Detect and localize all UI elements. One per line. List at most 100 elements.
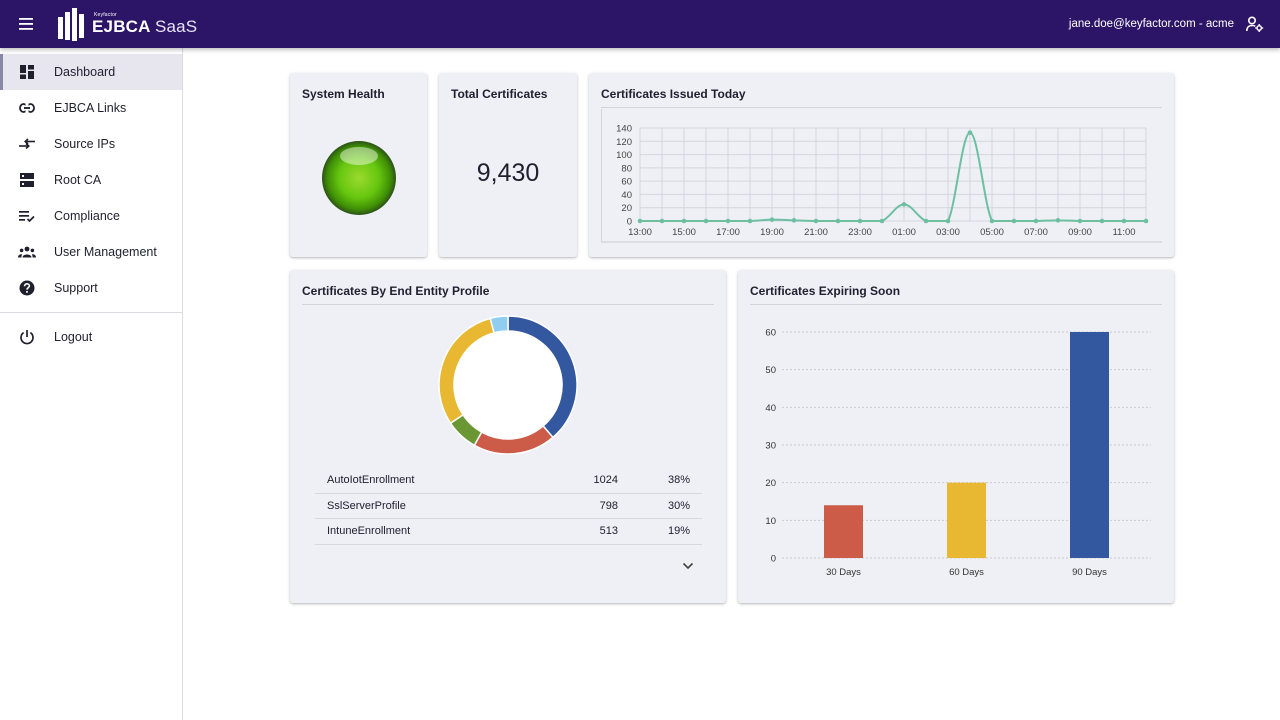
brand-main-text: EJBCA (92, 17, 150, 36)
profile-count: 798 (599, 499, 618, 512)
profile-percent: 19% (667, 525, 690, 538)
card-title: Total Certificates (451, 87, 548, 101)
x-tick-label: 21:00 (804, 227, 828, 238)
total-certificates-value: 9,430 (476, 159, 540, 187)
sidebar-item-label: Source IPs (54, 137, 116, 151)
y-tick-label: 40 (621, 190, 632, 201)
x-tick-label: 23:00 (848, 227, 872, 238)
app-logo[interactable]: Keyfactor EJBCA SaaS (58, 7, 197, 41)
card-divider (302, 304, 714, 305)
link-icon (0, 103, 54, 113)
profile-donut-chart (438, 315, 578, 455)
x-tick-label: 13:00 (628, 227, 652, 238)
data-point (769, 217, 775, 222)
power-icon (0, 329, 54, 345)
data-point (1055, 218, 1061, 223)
sidebar: Dashboard EJBCA Links Source IPs Root CA… (0, 48, 183, 720)
data-point (1033, 218, 1039, 224)
data-point (747, 218, 753, 224)
system-health-card: System Health (290, 73, 427, 257)
brand-name: EJBCA SaaS (92, 18, 197, 35)
expand-legend-button[interactable] (680, 558, 696, 574)
y-tick-label: 60 (621, 177, 632, 188)
y-tick-label: 80 (621, 163, 632, 174)
data-point (1143, 218, 1149, 224)
user-account-label[interactable]: jane.doe@keyfactor.com - acme (1068, 18, 1234, 30)
profile-count: 1024 (593, 474, 618, 487)
y-tick-label: 60 (765, 328, 776, 339)
card-title: Certificates Issued Today (601, 87, 746, 101)
dashboard-icon (0, 65, 54, 79)
sidebar-item-label: Dashboard (54, 65, 116, 79)
data-point (879, 218, 885, 224)
sidebar-item-logout[interactable]: Logout (0, 319, 182, 355)
data-point (857, 218, 863, 224)
brand-small-text: Keyfactor (94, 12, 117, 18)
dashboard-content: System Health Total Certificates 9,430 C… (183, 48, 1280, 720)
sidebar-divider (0, 312, 182, 313)
table-row: SslServerProfile 798 30% (315, 494, 702, 519)
total-certificates-card: Total Certificates 9,430 (439, 73, 577, 257)
y-tick-label: 120 (616, 137, 632, 148)
sidebar-item-root-ca[interactable]: Root CA (0, 162, 182, 198)
card-divider (750, 304, 1162, 305)
card-title: Certificates Expiring Soon (750, 284, 901, 298)
sidebar-item-label: EJBCA Links (54, 101, 127, 115)
sidebar-item-ejbca-links[interactable]: EJBCA Links (0, 90, 182, 126)
y-tick-label: 0 (771, 554, 776, 565)
data-point (923, 218, 929, 224)
y-tick-label: 100 (616, 150, 632, 161)
table-row: AutoIotEnrollment 1024 38% (315, 468, 702, 494)
data-point (1121, 218, 1127, 224)
sidebar-item-label: Logout (54, 330, 93, 344)
sidebar-item-support[interactable]: Support (0, 270, 182, 306)
x-tick-label: 60 Days (949, 567, 984, 578)
keyfactor-logo-mark-icon (58, 7, 86, 41)
sidebar-item-dashboard[interactable]: Dashboard (0, 54, 182, 90)
x-tick-label: 03:00 (936, 227, 960, 238)
data-point (813, 218, 819, 224)
certificates-expiring-card: Certificates Expiring Soon 0 10 20 30 40 50 60… (738, 270, 1174, 603)
x-tick-label: 09:00 (1068, 227, 1092, 238)
data-point (945, 218, 951, 224)
x-tick-label: 15:00 (672, 227, 696, 238)
manage-account-icon[interactable] (1244, 13, 1266, 35)
x-tick-label: 11:00 (1112, 227, 1135, 238)
data-point (637, 218, 643, 224)
group-icon (0, 246, 54, 258)
help-icon (0, 280, 54, 296)
menu-button[interactable] (0, 0, 52, 48)
sidebar-item-label: Support (54, 281, 98, 295)
sidebar-item-compliance[interactable]: Compliance (0, 198, 182, 234)
card-divider (601, 107, 1162, 108)
donut-slice (489, 315, 509, 334)
y-tick-label: 140 (616, 124, 632, 135)
profile-count: 513 (599, 525, 618, 538)
data-point (681, 218, 687, 224)
x-tick-label: 07:00 (1024, 227, 1048, 238)
health-status-highlight (340, 147, 378, 165)
sidebar-item-label: User Management (54, 245, 157, 259)
health-status-indicator (322, 141, 396, 215)
x-tick-label: 17:00 (716, 227, 740, 238)
sidebar-item-source-ips[interactable]: Source IPs (0, 126, 182, 162)
data-point (901, 202, 907, 207)
card-title: Certificates By End Entity Profile (302, 284, 490, 298)
card-title: System Health (302, 87, 385, 101)
y-tick-label: 50 (765, 365, 776, 376)
sidebar-item-user-management[interactable]: User Management (0, 234, 182, 270)
profile-percent: 30% (667, 499, 690, 512)
data-point (967, 130, 973, 135)
x-tick-label: 30 Days (826, 567, 861, 578)
y-tick-label: 0 (627, 217, 632, 228)
x-tick-label: 90 Days (1072, 567, 1107, 578)
data-point (989, 218, 995, 224)
data-point (1099, 218, 1105, 224)
storage-icon (0, 173, 54, 187)
sidebar-item-label: Root CA (54, 173, 102, 187)
x-tick-label: 19:00 (760, 227, 784, 238)
certificates-issued-today-card: Certificates Issued Today 0 20 40 60 80 100 12… (589, 73, 1174, 257)
data-point (1077, 218, 1083, 224)
data-point (791, 218, 797, 223)
checklist-icon (0, 210, 54, 222)
